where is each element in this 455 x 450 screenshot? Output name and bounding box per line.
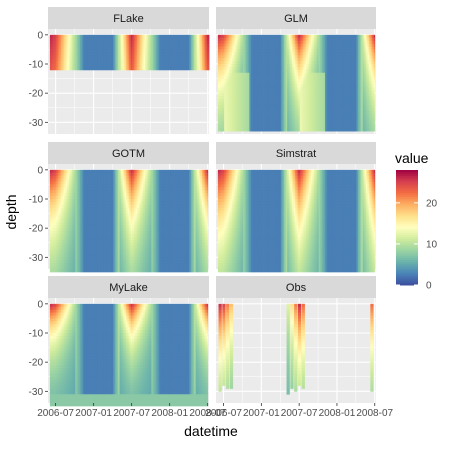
heat-cell — [374, 87, 375, 90]
heat-cell — [374, 96, 375, 99]
heat-cell — [374, 35, 375, 38]
heat-cell — [208, 52, 209, 55]
heat-cell — [374, 119, 375, 122]
heat-cell — [374, 125, 375, 128]
heat-cell — [374, 122, 375, 125]
heat-cell — [374, 49, 375, 52]
heat-cell — [208, 44, 209, 47]
facet-panel-glm: GLM — [216, 7, 376, 134]
heat-cell — [374, 38, 375, 41]
facet-label: GLM — [284, 13, 308, 25]
facet-label: GOTM — [112, 148, 145, 160]
heat-cell — [208, 61, 209, 64]
facet-label: FLake — [113, 13, 144, 25]
heat-cells — [50, 170, 208, 272]
heat-cell — [374, 64, 375, 67]
heat-cell — [208, 41, 209, 44]
heat-cell — [374, 79, 375, 82]
heat-cell — [374, 44, 375, 47]
heat-cell — [374, 102, 375, 105]
heat-cell — [374, 58, 375, 61]
heat-cell — [374, 105, 375, 108]
heat-cell — [374, 99, 375, 102]
heat-cell — [374, 41, 375, 44]
heat-cell — [374, 67, 375, 70]
heat-cell — [374, 76, 375, 79]
heat-cell — [208, 58, 209, 61]
heat-cell — [374, 108, 375, 111]
facet-panel-flake: FLake — [48, 7, 209, 134]
heat-cells — [50, 35, 210, 70]
heat-cells — [218, 35, 375, 132]
heat-cell — [374, 73, 375, 76]
heat-cell — [208, 47, 209, 50]
heat-cell — [374, 55, 375, 58]
facet-panel-gotm: GOTM — [48, 142, 209, 272]
heat-cell — [208, 38, 209, 41]
heat-cell — [374, 93, 375, 96]
heat-cell — [208, 55, 209, 58]
heat-cell — [208, 64, 209, 67]
heat-cell — [208, 35, 209, 38]
heat-cell — [374, 82, 375, 85]
heat-cell — [374, 128, 375, 131]
heat-cell — [374, 90, 375, 93]
heat-cell — [208, 67, 209, 70]
heat-cell — [374, 52, 375, 55]
heat-cell — [374, 84, 375, 87]
heat-cell — [374, 70, 375, 73]
heat-cell — [374, 61, 375, 64]
heat-cell — [208, 49, 209, 52]
heat-cell — [374, 117, 375, 120]
heat-cell — [374, 47, 375, 50]
heat-cell — [374, 114, 375, 117]
heat-cell — [374, 111, 375, 114]
